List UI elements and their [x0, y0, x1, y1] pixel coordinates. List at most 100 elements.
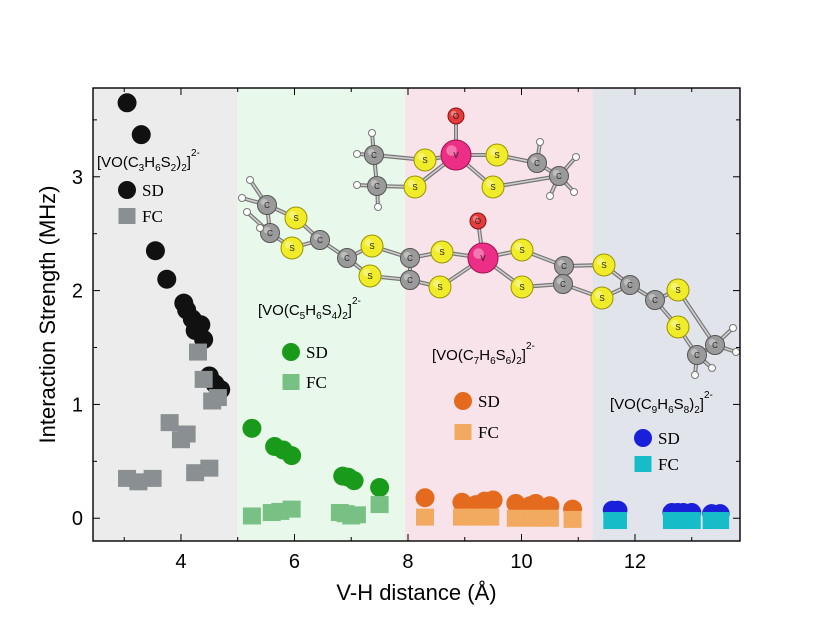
c5-fc-legend-label: FC [306, 373, 327, 392]
c3-fc-point [200, 459, 219, 477]
c3-formula-label: [VO(C3H6S2)2]2- [97, 148, 200, 174]
atom-label: C [556, 172, 562, 181]
atom-h [238, 194, 246, 202]
atom-h [243, 208, 251, 216]
formula-part: 2 [516, 356, 522, 367]
atom-label: C [407, 254, 413, 263]
atom-h [246, 176, 254, 184]
atom-c [257, 195, 277, 215]
formula-part: 6 [668, 405, 674, 416]
c5-fc-point [370, 496, 389, 514]
formula-part: H [657, 396, 668, 413]
c7-fc-point [506, 509, 525, 527]
atom-label: V [480, 254, 486, 263]
atom-label: C [560, 280, 566, 289]
atom-label: S [369, 242, 374, 251]
atom-highlight [690, 348, 698, 356]
c3-sd-point [145, 241, 165, 261]
c3-fc-point [186, 464, 205, 482]
formula-part: ) [511, 347, 516, 364]
c3-sd-point [191, 315, 211, 335]
atom-highlight [530, 156, 538, 164]
formula-part: ) [176, 154, 181, 171]
atom-highlight [450, 110, 457, 117]
c5-fc-legend-marker [282, 374, 300, 390]
atom-label: S [675, 323, 680, 332]
c3-sd-legend-marker [118, 181, 136, 199]
atom-highlight [473, 248, 484, 259]
formula-part: ] [187, 154, 191, 171]
atom-label: S [519, 283, 524, 292]
atom-label: S [599, 294, 604, 303]
atom-s [360, 234, 384, 258]
atom-c [687, 345, 707, 365]
c3-fc-point [188, 343, 207, 361]
c3-fc-point [129, 473, 148, 491]
c7-fc-legend-label: FC [478, 423, 499, 442]
c7-formula-label: [VO(C7H6S6)2]2- [432, 341, 535, 367]
atom-label: C [407, 276, 413, 285]
c7-fc-point [416, 508, 435, 526]
c9-fc-point [711, 512, 730, 530]
c7-fc-point [452, 508, 471, 526]
formula-part: H [144, 154, 155, 171]
atom-h [353, 181, 361, 189]
atom-highlight [257, 225, 261, 229]
formula-part: 2- [191, 148, 200, 159]
data-points [117, 93, 730, 530]
atom-highlight [354, 151, 358, 155]
atom-s [284, 206, 308, 230]
c5-sd-point [370, 478, 390, 498]
atom-c [620, 275, 640, 295]
c7-fc-point [563, 510, 582, 528]
atom-highlight [369, 130, 373, 134]
atom-highlight [472, 215, 479, 222]
atom-s [413, 148, 437, 172]
x-tick-label: 8 [402, 551, 413, 573]
atom-highlight [571, 189, 575, 193]
formula-part: H [479, 347, 490, 364]
c3-fc-point [143, 469, 162, 487]
atom-label: C [712, 341, 718, 350]
atom-o [469, 212, 487, 230]
atom-highlight [263, 226, 271, 234]
c7-sd-point [483, 490, 503, 510]
formula-part: ) [337, 302, 342, 319]
atom-highlight [514, 242, 523, 251]
atom-highlight [708, 338, 716, 346]
formula-part: 8 [684, 405, 690, 416]
formula-part: [VO(C [97, 154, 139, 171]
atom-label: S [412, 183, 417, 192]
c7-fc-point [523, 509, 542, 527]
atom-label: C [264, 201, 270, 210]
x-tick-label: 10 [510, 551, 532, 573]
atom-h [570, 188, 578, 196]
atom-label: O [475, 217, 481, 226]
atom-s [358, 264, 382, 288]
atom-highlight [594, 290, 603, 299]
c3-fc-point [194, 370, 213, 388]
atom-h [732, 348, 740, 356]
atom-s [430, 240, 454, 264]
atom-label: C [344, 254, 350, 263]
atom-label: S [494, 151, 499, 160]
c5-fc-point [282, 500, 301, 518]
atom-highlight [573, 154, 577, 158]
atom-s [666, 315, 690, 339]
c5-sd-point [344, 471, 364, 491]
y-tick-label: 2 [72, 281, 83, 303]
atom-highlight [417, 152, 426, 161]
formula-part: ] [522, 347, 526, 364]
atom-o [447, 107, 465, 125]
atom-c [337, 248, 357, 268]
atom-h [368, 129, 376, 137]
atom-c [553, 274, 573, 294]
formula-part: [VO(C [432, 347, 474, 364]
atom-label: C [561, 262, 567, 271]
formula-part: ] [700, 396, 704, 413]
atom-highlight [556, 277, 564, 285]
atom-highlight [403, 251, 411, 259]
